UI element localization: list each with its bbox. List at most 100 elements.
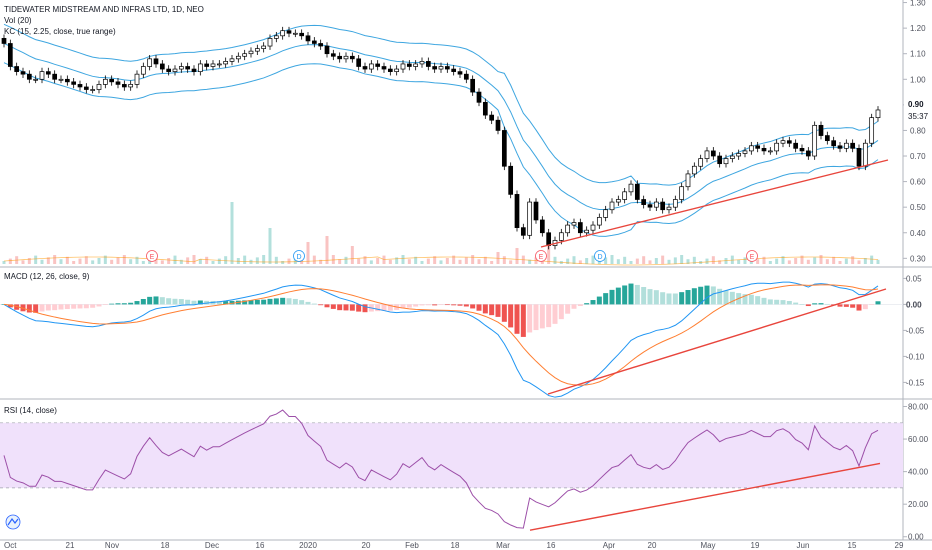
macd-histogram-bar xyxy=(140,299,146,305)
candle-body xyxy=(831,140,837,147)
macd-histogram-bar xyxy=(58,304,64,310)
volume-bar xyxy=(21,260,25,264)
macd-histogram-bar xyxy=(767,299,773,305)
candle-body xyxy=(204,63,210,67)
volume-bar xyxy=(445,258,449,264)
macd-histogram-bar xyxy=(90,304,96,308)
volume-bar xyxy=(325,236,329,264)
volume-bar xyxy=(800,255,804,264)
candle-body xyxy=(387,68,393,72)
candle-body xyxy=(324,45,330,55)
candle-body xyxy=(533,201,539,221)
rsi-pane[interactable] xyxy=(0,409,903,531)
volume-bar xyxy=(91,260,95,264)
macd-histogram-bar xyxy=(77,304,83,309)
macd-histogram-bar xyxy=(292,298,298,305)
candle-body xyxy=(261,45,267,49)
candle-body xyxy=(805,150,811,157)
candle-body xyxy=(641,199,647,205)
volume-bar xyxy=(458,259,462,264)
macd-histogram-bar xyxy=(102,304,108,305)
volume-bar xyxy=(863,258,867,264)
candle-body xyxy=(710,150,716,157)
volume-bar xyxy=(395,257,399,264)
macd-pane[interactable]: 0.00 xyxy=(0,281,922,398)
volume-bar xyxy=(813,257,817,264)
volume-bar xyxy=(673,257,677,264)
candle-body xyxy=(463,73,469,80)
macd-histogram-bar xyxy=(305,301,311,305)
volume-bar xyxy=(781,256,785,264)
volume-bar xyxy=(274,256,278,264)
axes: 1.30 1.20 1.10 1.00 0.90 0.80 0.70 0.60 0.50 0.40… xyxy=(4,0,929,550)
price-tick-label: 0.80 xyxy=(910,126,926,135)
volume-bar xyxy=(414,256,418,264)
candle-body xyxy=(761,147,767,152)
volume-bar xyxy=(217,258,221,264)
macd-histogram-bar xyxy=(850,304,856,308)
volume-bar xyxy=(211,261,215,264)
candle-body xyxy=(577,222,583,234)
tradingview-logo xyxy=(5,514,21,530)
macd-histogram-bar xyxy=(799,304,805,305)
volume-bar xyxy=(787,260,791,264)
macd-histogram-bar xyxy=(96,304,102,307)
time-tick-label: 21 xyxy=(66,541,75,550)
price-tick-label: 0.40 xyxy=(910,229,926,238)
candle-body xyxy=(102,78,108,85)
candle-body xyxy=(527,201,533,236)
candle-body xyxy=(121,84,127,88)
candle-body xyxy=(356,58,362,67)
price-badge: 0.90 xyxy=(908,100,924,109)
macd-histogram-bar xyxy=(14,304,20,310)
macd-histogram-bar xyxy=(457,304,463,306)
macd-histogram-bar xyxy=(356,304,362,312)
volume-bar xyxy=(825,259,829,264)
volume-bar xyxy=(179,259,183,264)
macd-histogram-bar xyxy=(26,304,32,313)
macd-histogram-bar xyxy=(463,304,469,307)
macd-histogram-bar xyxy=(761,297,767,305)
candle-body xyxy=(20,71,26,75)
volume-bar xyxy=(566,258,570,264)
event-marker-label: E xyxy=(150,254,155,261)
candle-body xyxy=(229,58,235,62)
candle-body xyxy=(837,145,843,149)
macd-histogram-bar xyxy=(672,293,678,305)
macd-histogram-bar xyxy=(856,304,862,311)
candle-body xyxy=(647,204,653,208)
price-tick-label: 1.10 xyxy=(910,50,926,59)
candle-body xyxy=(413,63,419,67)
macd-histogram-bar xyxy=(413,304,419,307)
volume-bar xyxy=(116,257,120,264)
candle-body xyxy=(571,222,577,226)
event-marker xyxy=(594,250,606,262)
volume-bar xyxy=(72,261,76,264)
candle-body xyxy=(755,145,761,149)
price-tick-label: 0.30 xyxy=(910,254,926,263)
volume-bar xyxy=(34,255,38,264)
price-tick-label: 1.30 xyxy=(910,0,926,8)
candle-body xyxy=(191,68,197,72)
time-tick-label: Jun xyxy=(797,541,810,550)
price-trendline xyxy=(540,159,889,248)
candle-body xyxy=(280,30,286,37)
candle-body xyxy=(843,142,849,149)
macd-trendline xyxy=(547,288,887,395)
candle-body xyxy=(717,155,723,165)
candle-body xyxy=(337,55,343,60)
macd-histogram-bar xyxy=(71,304,77,309)
macd-histogram-bar xyxy=(717,288,723,305)
event-marker-label: D xyxy=(296,254,301,261)
candle-body xyxy=(767,150,773,153)
volume-bar xyxy=(692,256,696,264)
macd-histogram-bar xyxy=(729,291,735,305)
macd-histogram-bar xyxy=(552,304,558,324)
time-tick-label: 16 xyxy=(256,541,265,550)
macd-histogram-bar xyxy=(153,296,159,305)
candle-body xyxy=(774,142,780,152)
candle-body xyxy=(786,140,792,144)
macd-histogram-bar xyxy=(223,301,229,305)
